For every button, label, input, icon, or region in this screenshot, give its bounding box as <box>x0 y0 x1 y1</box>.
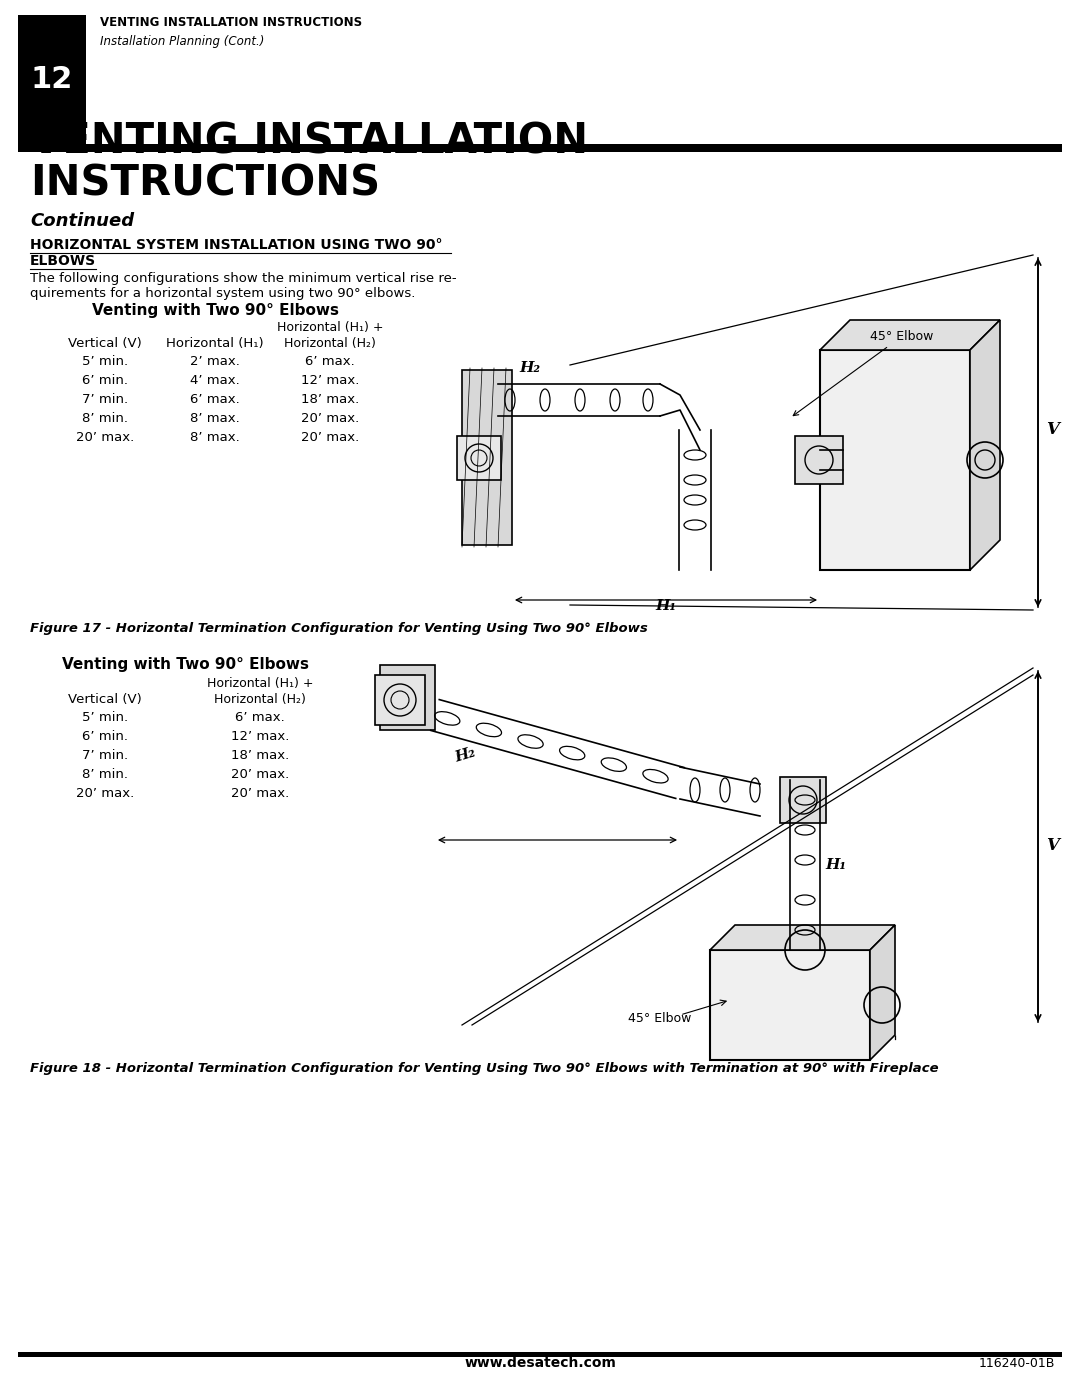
Text: Horizontal (H₂): Horizontal (H₂) <box>284 337 376 351</box>
Text: 20’ max.: 20’ max. <box>231 787 289 800</box>
Text: 18’ max.: 18’ max. <box>301 393 360 407</box>
Text: Figure 18 - Horizontal Termination Configuration for Venting Using Two 90° Elbow: Figure 18 - Horizontal Termination Confi… <box>30 1062 939 1076</box>
Text: H₁: H₁ <box>656 599 676 613</box>
Text: 45° Elbow: 45° Elbow <box>793 330 933 416</box>
Bar <box>462 370 512 545</box>
Bar <box>375 675 426 725</box>
Bar <box>710 950 870 1060</box>
Text: 20’ max.: 20’ max. <box>301 432 360 444</box>
Text: Horizontal (H₂): Horizontal (H₂) <box>214 693 306 705</box>
Text: Figure 17 - Horizontal Termination Configuration for Venting Using Two 90° Elbow: Figure 17 - Horizontal Termination Confi… <box>30 622 648 636</box>
Text: quirements for a horizontal system using two 90° elbows.: quirements for a horizontal system using… <box>30 286 416 300</box>
Text: 12’ max.: 12’ max. <box>301 374 360 387</box>
Text: The following configurations show the minimum vertical rise re-: The following configurations show the mi… <box>30 272 457 285</box>
Polygon shape <box>710 925 895 950</box>
Text: Continued: Continued <box>30 212 134 231</box>
Text: www.desatech.com: www.desatech.com <box>464 1356 616 1370</box>
Text: 7’ min.: 7’ min. <box>82 393 129 407</box>
Polygon shape <box>820 320 1000 351</box>
Text: 20’ max.: 20’ max. <box>231 768 289 781</box>
Bar <box>780 777 826 823</box>
Text: VENTING INSTALLATION: VENTING INSTALLATION <box>30 120 589 162</box>
Text: Installation Planning (Cont.): Installation Planning (Cont.) <box>100 35 265 49</box>
Text: 8’ min.: 8’ min. <box>82 768 129 781</box>
Text: H₂: H₂ <box>519 360 540 374</box>
Text: Vertical (V): Vertical (V) <box>68 693 141 705</box>
Bar <box>795 436 843 483</box>
Text: Horizontal (H₁) +: Horizontal (H₁) + <box>206 678 313 690</box>
Text: 6’ min.: 6’ min. <box>82 374 129 387</box>
Text: INSTRUCTIONS: INSTRUCTIONS <box>30 163 380 205</box>
Text: HORIZONTAL SYSTEM INSTALLATION USING TWO 90°: HORIZONTAL SYSTEM INSTALLATION USING TWO… <box>30 237 443 251</box>
Text: 20’ max.: 20’ max. <box>76 787 134 800</box>
Bar <box>18 15 86 145</box>
Text: V: V <box>1047 422 1058 439</box>
Text: 20’ max.: 20’ max. <box>301 412 360 425</box>
Text: 12: 12 <box>31 66 73 95</box>
Text: 7’ min.: 7’ min. <box>82 749 129 761</box>
Text: 6’ max.: 6’ max. <box>306 355 355 367</box>
Text: 6’ max.: 6’ max. <box>235 711 285 724</box>
Polygon shape <box>970 320 1000 570</box>
Text: 12’ max.: 12’ max. <box>231 731 289 743</box>
Text: 20’ max.: 20’ max. <box>76 432 134 444</box>
Text: 8’ max.: 8’ max. <box>190 412 240 425</box>
Text: 8’ min.: 8’ min. <box>82 412 129 425</box>
Polygon shape <box>870 925 895 1060</box>
Bar <box>457 436 501 481</box>
Text: H₂: H₂ <box>453 745 477 764</box>
Text: 5’ min.: 5’ min. <box>82 711 129 724</box>
Text: ELBOWS: ELBOWS <box>30 254 96 268</box>
Text: 4’ max.: 4’ max. <box>190 374 240 387</box>
Text: 6’ min.: 6’ min. <box>82 731 129 743</box>
Text: VENTING INSTALLATION INSTRUCTIONS: VENTING INSTALLATION INSTRUCTIONS <box>100 15 362 28</box>
Text: 5’ min.: 5’ min. <box>82 355 129 367</box>
Text: Vertical (V): Vertical (V) <box>68 337 141 351</box>
Text: H₁: H₁ <box>825 858 846 872</box>
Bar <box>820 351 970 570</box>
Text: V: V <box>1047 837 1058 854</box>
Text: 6’ max.: 6’ max. <box>190 393 240 407</box>
Text: 18’ max.: 18’ max. <box>231 749 289 761</box>
Text: 116240-01B: 116240-01B <box>978 1356 1055 1370</box>
Bar <box>18 144 1062 152</box>
Text: 2’ max.: 2’ max. <box>190 355 240 367</box>
Text: Venting with Two 90° Elbows: Venting with Two 90° Elbows <box>62 657 309 672</box>
Bar <box>18 1352 1062 1356</box>
Text: Horizontal (H₁): Horizontal (H₁) <box>166 337 264 351</box>
Text: Venting with Two 90° Elbows: Venting with Two 90° Elbows <box>93 303 339 319</box>
Text: 8’ max.: 8’ max. <box>190 432 240 444</box>
Text: Horizontal (H₁) +: Horizontal (H₁) + <box>276 321 383 334</box>
Bar <box>380 665 435 731</box>
Text: 45° Elbow: 45° Elbow <box>629 1011 691 1025</box>
